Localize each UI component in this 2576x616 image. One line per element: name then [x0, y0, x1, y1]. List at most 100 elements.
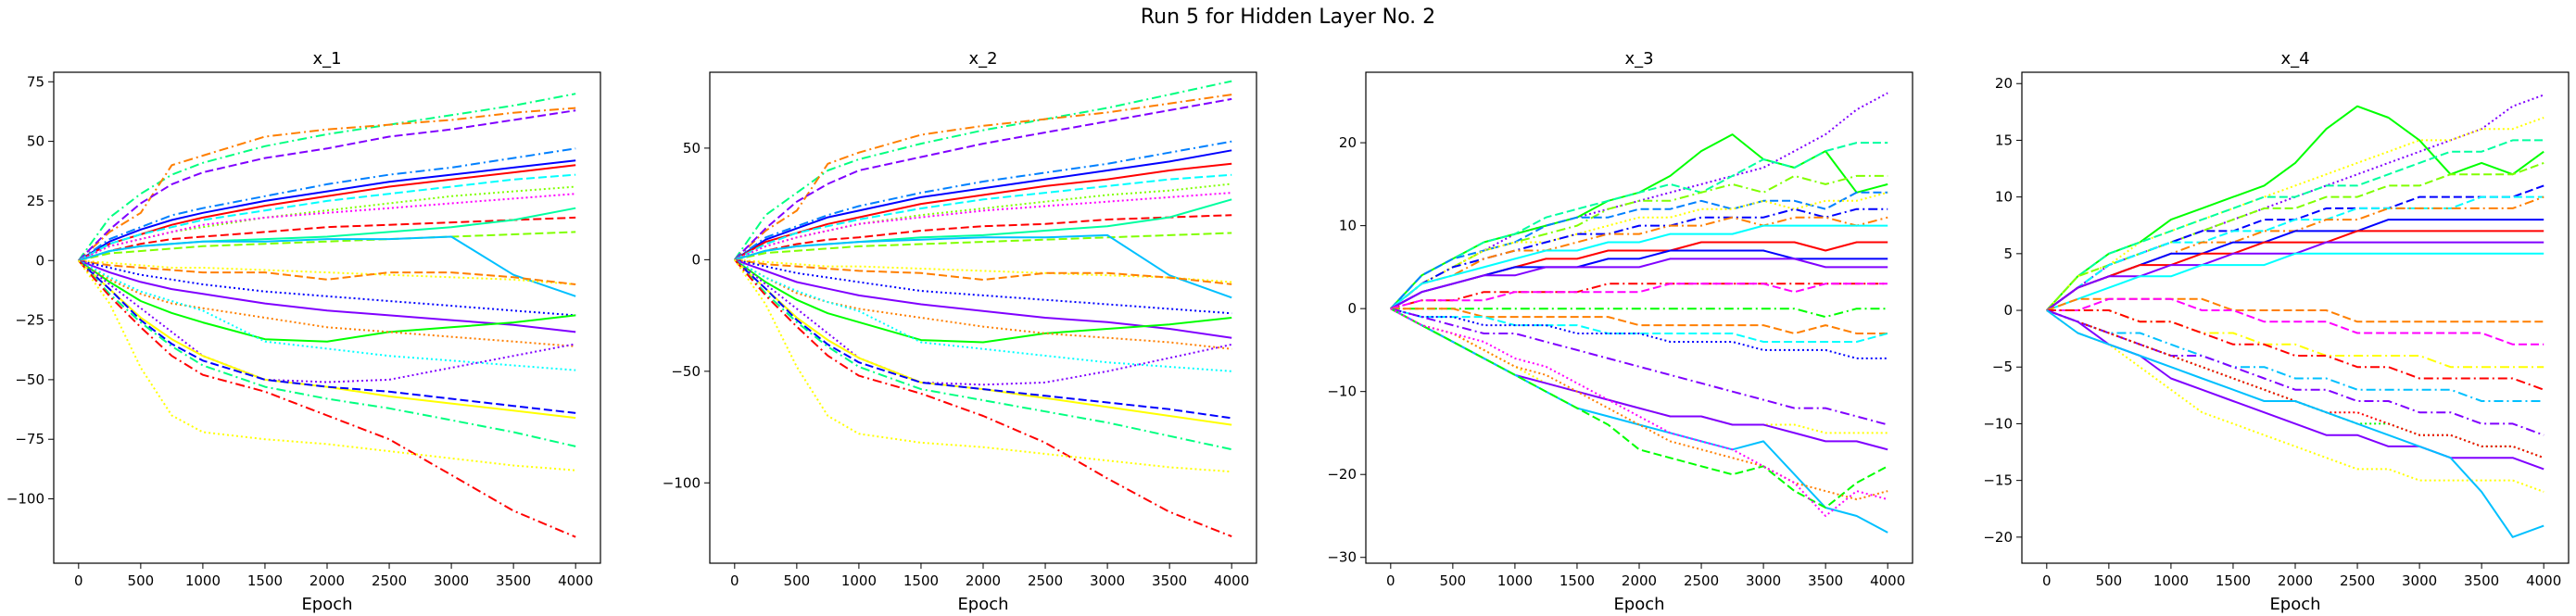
x-tick-label: 1500	[903, 572, 939, 589]
y-tick-label: 15	[1995, 132, 2013, 148]
series-line-3	[78, 109, 576, 262]
series-line-6	[78, 164, 576, 262]
x-tick-label: 3500	[1808, 572, 1843, 589]
series-line-18	[1390, 308, 1888, 359]
series-line-19	[78, 259, 576, 347]
x-tick-label: 3500	[1152, 572, 1187, 589]
x-tick-label: 1000	[841, 572, 877, 589]
x-tick-label: 2500	[1028, 572, 1063, 589]
series-line-25	[734, 258, 1232, 538]
y-tick-label: −100	[663, 474, 701, 491]
series-line-4	[2046, 139, 2544, 311]
x-tick-label: 1000	[185, 572, 221, 589]
series-line-24	[734, 258, 1232, 451]
y-tick-label: 10	[1339, 218, 1357, 234]
series-line-16	[1390, 308, 1888, 334]
x-tick-label: 500	[1440, 572, 1467, 589]
x-tick-label: 2000	[1622, 572, 1657, 589]
series-line-1	[2046, 105, 2544, 311]
series-line-20	[78, 259, 576, 371]
series-line-6	[2046, 184, 2544, 311]
y-tick-label: −15	[1983, 472, 2013, 489]
subplot-3: 0 500 1000 1500 2000 2500 3000 3500 4000 −30 −20 −1…	[1327, 49, 1913, 614]
x-tick-label: 4000	[1870, 572, 1905, 589]
subplot-4: 0 500 1000 1500 2000 2500 3000 3500 4000 −20 −15 −1…	[1983, 49, 2570, 614]
y-tick-label: 50	[27, 133, 44, 150]
series-line-23	[2046, 309, 2544, 538]
series-group	[77, 93, 576, 538]
y-tick-label: 50	[683, 140, 701, 157]
series-line-18	[734, 258, 1232, 344]
x-tick-label: 3500	[2464, 572, 2499, 589]
series-line-25	[78, 259, 576, 538]
series-line-17	[2046, 309, 2544, 402]
y-tick-label: −100	[6, 491, 44, 508]
x-tick-label: 3500	[496, 572, 531, 589]
series-line-12	[2046, 252, 2544, 311]
x-tick-label: 4000	[558, 572, 593, 589]
series-line-3	[734, 97, 1232, 261]
series-line-14	[2046, 297, 2544, 346]
subplot-title: x_4	[2280, 49, 2309, 69]
series-line-10	[734, 214, 1232, 261]
series-line-23	[734, 258, 1232, 420]
y-tick-label: 0	[35, 252, 44, 269]
x-axis-label: Epoch	[2269, 595, 2320, 614]
figure-title: Run 5 for Hidden Layer No. 2	[1140, 6, 1436, 29]
series-line-15	[78, 259, 576, 285]
x-tick-label: 500	[2096, 572, 2123, 589]
series-line-7	[1390, 207, 1888, 309]
series-line-11	[2046, 241, 2544, 311]
x-tick-label: 500	[784, 572, 811, 589]
x-tick-label: 500	[128, 572, 155, 589]
y-tick-label: 20	[1995, 75, 2013, 92]
series-line-20	[734, 258, 1232, 372]
series-line-4	[78, 159, 576, 262]
x-tick-label: 3000	[2402, 572, 2437, 589]
series-line-7	[734, 173, 1232, 261]
series-line-4	[734, 149, 1232, 261]
series-line-22	[734, 258, 1232, 426]
x-tick-label: 0	[730, 572, 739, 589]
series-line-14	[734, 258, 1232, 283]
y-tick-label: −20	[1327, 466, 1357, 483]
x-tick-label: 0	[2042, 572, 2052, 589]
subplot-2: 0 500 1000 1500 2000 2500 3000 3500 4000 −100 −50 0…	[663, 49, 1257, 614]
series-line-15	[734, 258, 1232, 285]
series-line-12	[78, 231, 576, 262]
y-tick-label: −30	[1327, 549, 1357, 566]
x-tick-label: 2500	[1684, 572, 1719, 589]
subplot-title: x_1	[312, 49, 341, 69]
series-line-7	[2046, 195, 2544, 311]
x-tick-label: 1500	[2216, 572, 2251, 589]
series-group	[1390, 92, 1888, 534]
plot-frame	[1365, 71, 1913, 564]
series-line-5	[78, 147, 576, 262]
series-line-21	[1390, 308, 1888, 451]
x-axis-label: Epoch	[1613, 595, 1664, 614]
series-line-6	[1390, 191, 1888, 309]
x-tick-label: 2000	[966, 572, 1001, 589]
series-line-10	[2046, 230, 2544, 311]
y-tick-label: 0	[1347, 300, 1357, 317]
y-tick-label: −50	[15, 371, 44, 388]
x-tick-label: 1000	[2153, 572, 2189, 589]
y-tick-label: −10	[1983, 415, 2013, 432]
subplot-title: x_2	[968, 49, 997, 69]
y-tick-label: −50	[671, 363, 701, 380]
x-tick-label: 2500	[372, 572, 407, 589]
series-line-7	[78, 173, 576, 262]
series-line-17	[78, 259, 576, 333]
series-line-12	[1390, 258, 1888, 310]
series-line-14	[78, 259, 576, 285]
series-line-13	[734, 233, 1232, 299]
series-line-9	[2046, 219, 2544, 311]
subplot-1: 0 500 1000 1500 2000 2500 3000 3500 4000−100−75−…	[6, 49, 601, 614]
series-line-18	[78, 259, 576, 343]
y-tick-label: 0	[2003, 302, 2013, 319]
x-tick-label: 1500	[1559, 572, 1595, 589]
series-line-10	[78, 216, 576, 262]
series-line-5	[1390, 191, 1888, 309]
x-tick-label: 1500	[247, 572, 283, 589]
series-line-13	[78, 235, 576, 297]
